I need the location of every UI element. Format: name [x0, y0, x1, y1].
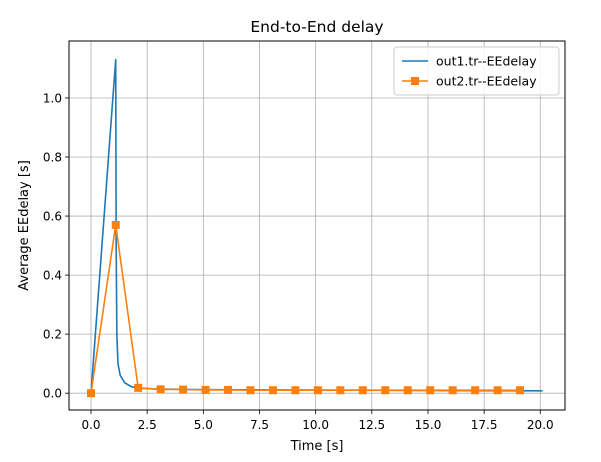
plot-frame [68, 40, 566, 411]
x-tick-label: 15.0 [415, 418, 442, 432]
x-tick-label: 7.5 [250, 418, 269, 432]
series-2-marker [358, 386, 367, 395]
series-2-marker [134, 383, 143, 392]
series-2-marker [179, 385, 188, 394]
series-2-marker [201, 385, 210, 394]
series-2-marker [313, 386, 322, 395]
y-tick-label: 1.0 [43, 91, 62, 105]
legend-label-2: out2.tr--EEdelay [436, 74, 537, 89]
series-2-marker [246, 386, 255, 395]
series-2-marker [224, 385, 233, 394]
legend-label-1: out1.tr--EEdelay [436, 54, 537, 69]
x-tick-label: 5.0 [194, 418, 213, 432]
legend-marker-2 [411, 77, 419, 85]
x-tick-label: 2.5 [138, 418, 157, 432]
series-2-marker [516, 386, 525, 395]
x-tick-label: 10.0 [302, 418, 329, 432]
y-tick-label: 0.4 [43, 269, 62, 283]
series-2-marker [381, 386, 390, 395]
x-tick-label: 17.5 [471, 418, 498, 432]
x-tick-label: 0.0 [81, 418, 100, 432]
x-tick-label: 20.0 [527, 418, 554, 432]
legend: out1.tr--EEdelay out2.tr--EEdelay [393, 46, 560, 96]
series-2-marker [448, 386, 457, 395]
x-tick-label: 12.5 [358, 418, 385, 432]
legend-box [393, 46, 560, 96]
x-axis-label: Time [s] [290, 439, 344, 454]
series-2-marker [493, 386, 502, 395]
chart-title: End-to-End delay [250, 18, 383, 36]
y-tick-label: 0.0 [43, 387, 62, 401]
y-axis-label: Average EEdelay [s] [17, 160, 32, 291]
series-2-marker [156, 385, 165, 394]
series-2-marker [336, 386, 345, 395]
y-tick-label: 0.2 [43, 328, 62, 342]
series-2-marker [111, 220, 120, 229]
series-layer [87, 58, 543, 398]
series-2-marker [403, 386, 412, 395]
y-tick-label: 0.8 [43, 151, 62, 165]
series-2-marker [268, 386, 277, 395]
series-2-marker [291, 386, 300, 395]
series-2-marker [426, 386, 435, 395]
series-2-marker [87, 389, 96, 398]
series-2-marker [471, 386, 480, 395]
y-tick-label: 0.6 [43, 210, 62, 224]
ticks: 0.0 2.5 5.0 7.5 10.0 12.5 15.0 17.5 20.0 0.0 0.2 0.… [43, 91, 554, 432]
